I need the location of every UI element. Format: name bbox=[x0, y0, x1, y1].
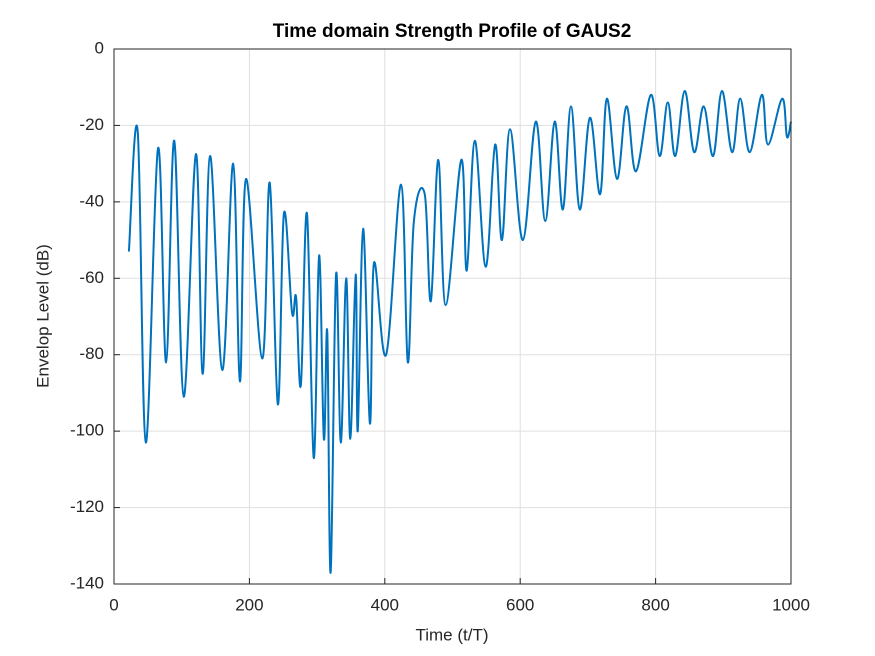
x-tick-label: 400 bbox=[371, 595, 399, 614]
y-tick-label: -40 bbox=[79, 191, 104, 210]
y-tick-label: -20 bbox=[79, 115, 104, 134]
axes-box bbox=[113, 48, 792, 585]
y-tick-label: 0 bbox=[95, 38, 104, 57]
y-tick-label: -100 bbox=[70, 421, 104, 440]
ticks: 0 200 400 600 800 1000 0 -20 -40 -60 -80 -100 -120 -1… bbox=[70, 38, 810, 614]
chart-title: Time domain Strength Profile of GAUS2 bbox=[273, 21, 632, 42]
x-tick-label: 1000 bbox=[772, 595, 810, 614]
x-tick-label: 600 bbox=[506, 595, 534, 614]
y-tick-label: -60 bbox=[79, 268, 104, 287]
x-tick-label: 200 bbox=[235, 595, 263, 614]
x-tick-label: 800 bbox=[641, 595, 669, 614]
y-tick-label: -80 bbox=[79, 344, 104, 363]
y-axis-label: Envelop Level (dB) bbox=[33, 244, 52, 388]
y-tick-label: -120 bbox=[70, 497, 104, 516]
data-line bbox=[127, 90, 792, 574]
x-axis-label: Time (t/T) bbox=[415, 625, 488, 644]
x-tick-label: 0 bbox=[109, 595, 118, 614]
plot bbox=[127, 90, 792, 574]
y-tick-label: -140 bbox=[70, 573, 104, 592]
